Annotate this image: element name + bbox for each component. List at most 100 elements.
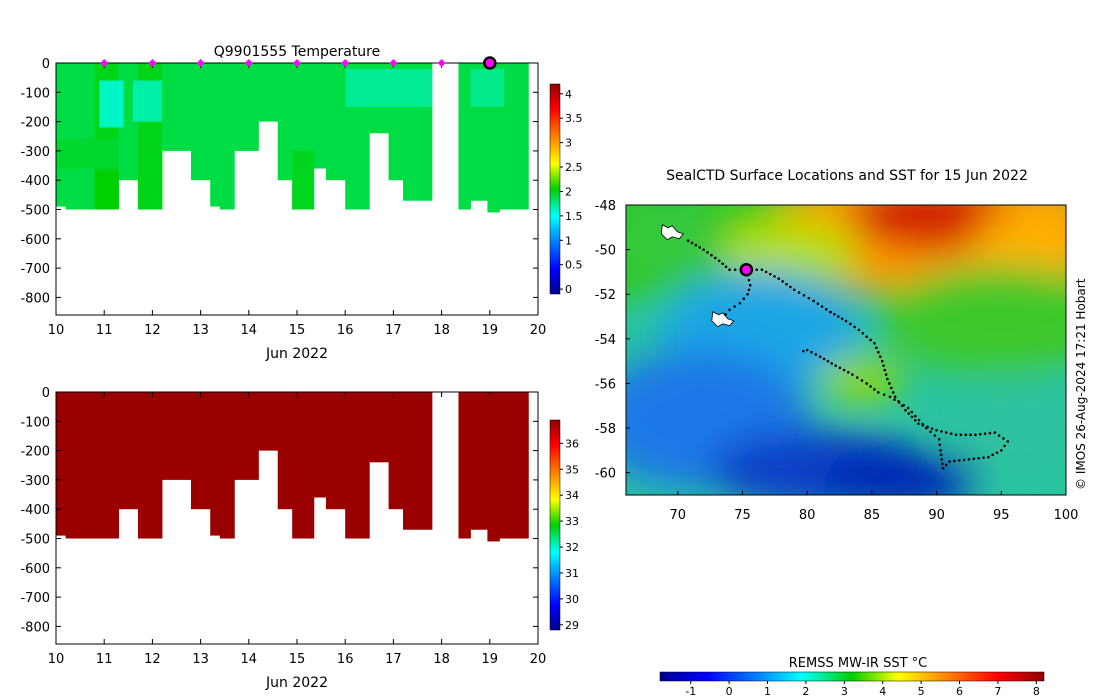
- track-point: [937, 437, 941, 441]
- track-point: [773, 275, 776, 278]
- track-point: [789, 285, 792, 289]
- profile-column: [403, 392, 433, 530]
- track-point: [857, 328, 861, 332]
- colorbar-tick-label: 4: [565, 88, 572, 101]
- track-point: [949, 432, 953, 435]
- map-x-tick-label: 85: [864, 508, 881, 523]
- profile-column: [325, 63, 346, 181]
- track-point: [929, 430, 932, 434]
- colorbar-tick-label: 0: [565, 283, 572, 296]
- track-point: [812, 299, 815, 303]
- track-point: [917, 422, 920, 425]
- track-point: [713, 256, 717, 260]
- track-point: [972, 457, 976, 461]
- map-x-tick-label: 95: [993, 508, 1010, 523]
- track-point: [910, 415, 914, 419]
- profile-column: [258, 63, 279, 122]
- profile-column: [210, 63, 221, 207]
- colorbar-tick-label: 29: [565, 619, 579, 632]
- track-point: [933, 434, 937, 437]
- map-x-tick-label: 90: [928, 508, 945, 523]
- sst-colorbar-tick-label: 0: [726, 685, 733, 698]
- profile-column: [313, 63, 327, 169]
- cast-marker: [196, 59, 205, 67]
- colorbar-tick-label: 2: [565, 185, 572, 198]
- sst-colorbar-ticks: -1 0 1 2 3 4 5 6 7 8: [685, 681, 1040, 698]
- y-tick-label: -300: [20, 145, 50, 160]
- y-tick-label: -100: [20, 86, 50, 101]
- map-title: SealCTD Surface Locations and SST for 15…: [666, 168, 1028, 184]
- profile-column: [458, 63, 471, 210]
- track-point: [721, 262, 724, 266]
- temperature-colorbar-ticks: 0 0.5 1 1.5 2 2.5 3 3.5 4: [560, 88, 583, 296]
- track-point: [921, 422, 924, 426]
- track-point: [869, 338, 872, 342]
- track-point: [851, 373, 854, 376]
- profile-patch: [56, 139, 119, 169]
- current-cast-marker: [483, 56, 497, 70]
- y-tick-label: -400: [20, 174, 50, 189]
- track-point: [914, 414, 917, 418]
- colorbar-tick-label: 2.5: [565, 161, 583, 174]
- track-point: [746, 292, 749, 296]
- profile-patch: [470, 68, 505, 107]
- track-point: [913, 418, 917, 422]
- profile-column: [56, 63, 67, 207]
- track-point: [893, 398, 896, 401]
- profile-column: [258, 392, 279, 451]
- track-point: [982, 456, 985, 459]
- track-point: [888, 395, 892, 399]
- track-point: [910, 410, 914, 414]
- track-point: [830, 362, 834, 365]
- y-tick-label: -400: [20, 503, 50, 518]
- track-point: [954, 433, 958, 437]
- temperature-title: Q9901555 Temperature: [214, 44, 381, 60]
- track-point: [785, 282, 788, 286]
- track-point: [865, 382, 869, 385]
- profile-patch: [137, 150, 163, 210]
- x-tick-label: 20: [530, 652, 547, 667]
- profile-patch: [133, 80, 163, 122]
- map-x-tick-label: 100: [1054, 508, 1079, 523]
- track-point: [907, 412, 911, 415]
- track-point: [988, 431, 992, 435]
- y-tick-label: 0: [42, 57, 50, 72]
- profile-column: [458, 392, 471, 539]
- sst-colorbar-tick-label: 8: [1033, 685, 1040, 698]
- track-point: [846, 371, 850, 374]
- profile-column: [369, 392, 389, 463]
- colorbar-tick-label: 35: [565, 463, 579, 476]
- track-point: [844, 319, 848, 323]
- track-point: [902, 403, 905, 407]
- temperature-axes: 10 11 12 13 14 15 16 17 18 19 20 0 -100 -200 -300 -400 -…: [20, 57, 546, 338]
- current-position-marker: [739, 262, 754, 277]
- bottom-colorbar-ticks: 29 30 31 32 33 34 35 36: [560, 437, 579, 632]
- map-y-tick-label: -58: [595, 422, 616, 437]
- track-point: [838, 366, 842, 370]
- track-point: [877, 391, 880, 394]
- track-point: [944, 463, 948, 467]
- sst-colorbar-tick-label: 5: [918, 685, 925, 698]
- profile-column: [65, 63, 95, 210]
- track-point: [940, 430, 943, 433]
- sst-colorbar-tick-label: 7: [994, 685, 1001, 698]
- cast-marker: [100, 59, 109, 67]
- track-point: [917, 418, 921, 422]
- track-point: [944, 431, 948, 434]
- sst-colorbar-tick-label: -1: [685, 685, 696, 698]
- track-point: [974, 433, 977, 437]
- profile-column: [388, 392, 404, 510]
- profile-column: [65, 392, 95, 539]
- y-tick-label: -200: [20, 116, 50, 131]
- track-point: [724, 265, 728, 269]
- y-tick-label: -800: [20, 291, 50, 306]
- track-point: [888, 382, 891, 385]
- y-tick-label: -600: [20, 233, 50, 248]
- profile-patch: [345, 68, 432, 107]
- colorbar-tick-label: 3.5: [565, 112, 583, 125]
- track-point: [686, 239, 690, 242]
- temperature-colorbar: [549, 83, 561, 295]
- sst-colorbar-tick-label: 6: [956, 685, 963, 698]
- x-tick-label: 15: [289, 652, 306, 667]
